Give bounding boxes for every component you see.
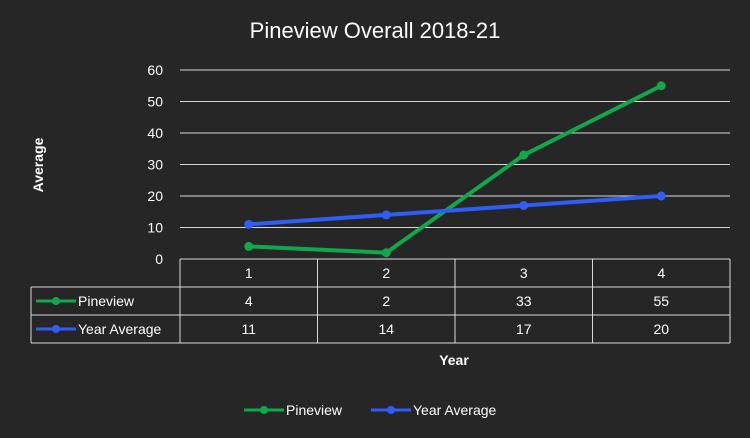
data-table: 1 2 3 4 Pineview 4 2 33 55 Year Average 11 14 17 20	[30, 258, 731, 344]
legend-key-marker-0	[260, 406, 268, 414]
data-point-0-0	[244, 241, 254, 251]
data-point-0-2	[519, 150, 529, 160]
table-cell-1-0: 11	[241, 321, 256, 337]
table-cell-0-1: 2	[382, 293, 390, 309]
table-cell-1-1: 14	[378, 321, 394, 337]
gridlines	[180, 69, 730, 228]
series-lines	[244, 81, 666, 258]
table-legend-key-marker-0	[52, 297, 60, 305]
y-tick-label-6: 60	[147, 62, 163, 78]
y-axis-title: Average	[30, 137, 46, 192]
data-point-0-1	[381, 248, 391, 258]
data-point-1-0	[244, 219, 254, 229]
y-tick-label-1: 10	[147, 220, 163, 236]
y-tick-label-5: 50	[147, 94, 163, 110]
x-category-label-2: 2	[382, 265, 390, 281]
y-tick-label-2: 20	[147, 188, 163, 204]
y-tick-label-0: 0	[155, 251, 163, 267]
table-cell-0-2: 33	[516, 293, 532, 309]
x-category-label-1: 1	[245, 265, 253, 281]
legend-key-marker-1	[387, 406, 395, 414]
data-point-1-1	[381, 210, 391, 220]
table-series-label-0: Pineview	[78, 293, 135, 309]
x-category-label-4: 4	[657, 265, 665, 281]
legend-label-0: Pineview	[286, 402, 343, 418]
data-point-1-3	[656, 191, 666, 201]
x-category-label-3: 3	[520, 265, 528, 281]
data-point-0-3	[656, 81, 666, 91]
data-point-1-2	[519, 200, 529, 210]
chart-title: Pineview Overall 2018-21	[250, 18, 501, 43]
table-cell-1-3: 20	[653, 321, 669, 337]
table-legend-key-marker-1	[52, 325, 60, 333]
series-line-1	[248, 194, 662, 227]
y-tick-label-3: 30	[147, 157, 163, 173]
table-series-label-1: Year Average	[78, 321, 162, 337]
y-axis-ticks: 0 10 20 30 40 50 60	[147, 62, 163, 267]
table-cell-0-3: 55	[653, 293, 669, 309]
series-line-0	[248, 83, 663, 255]
table-cell-0-0: 4	[245, 293, 253, 309]
x-axis-title: Year	[439, 352, 469, 368]
table-cell-1-2: 17	[516, 321, 532, 337]
y-tick-label-4: 40	[147, 125, 163, 141]
legend: Pineview Year Average	[244, 402, 497, 418]
legend-label-1: Year Average	[413, 402, 497, 418]
